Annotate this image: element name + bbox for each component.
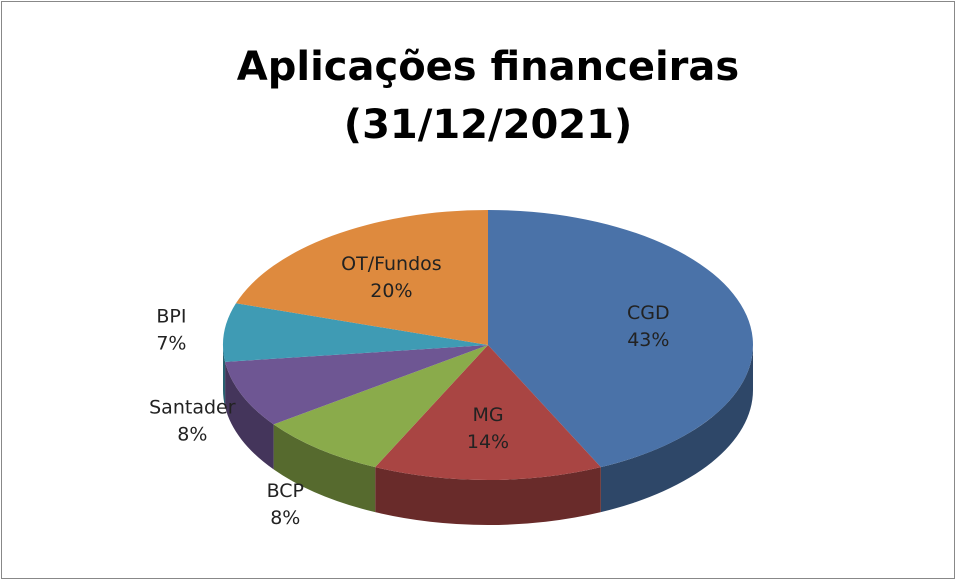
slice (223, 303, 489, 362)
slice-label: MG (472, 404, 503, 426)
slice-value-label: 7% (156, 332, 186, 354)
chart-title: Aplicações financeiras (31/12/2021) (236, 44, 740, 148)
slice-side (375, 467, 601, 525)
slice-value-label: 43% (627, 329, 669, 351)
slice-label: CGD (627, 302, 670, 324)
slice-label: OT/Fundos (341, 253, 442, 275)
slice-side (225, 361, 274, 470)
slice (375, 345, 601, 480)
slice (273, 345, 488, 468)
slice-value-label: 20% (370, 280, 412, 302)
slice (488, 210, 753, 468)
slice-side (600, 345, 753, 513)
slice-side (223, 345, 226, 407)
slice-label: BPI (156, 305, 186, 327)
slice-value-label: 14% (467, 431, 509, 453)
slice-value-label: 8% (270, 507, 300, 529)
slice (225, 345, 488, 425)
slice-label: Santader (149, 397, 236, 419)
slice (235, 210, 488, 345)
slice-value-label: 8% (177, 424, 207, 446)
slice-side (273, 424, 376, 513)
slice-label: BCP (267, 480, 304, 502)
